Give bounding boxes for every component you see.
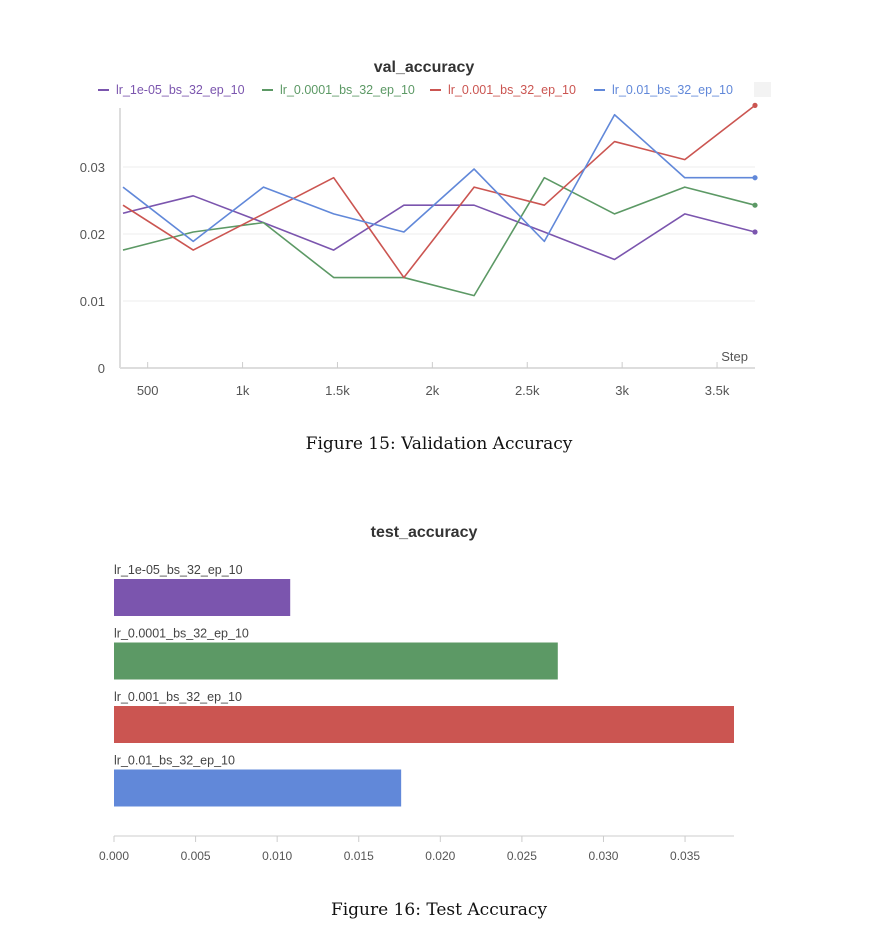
bar-label: lr_0.0001_bs_32_ep_10 (114, 627, 249, 641)
bar (114, 769, 402, 807)
bar (114, 706, 734, 743)
x-tick-label: 1k (236, 383, 250, 398)
series-end-point (752, 202, 758, 208)
figure-16-caption: Figure 16: Test Accuracy (330, 900, 548, 920)
x-tick-label: 0.020 (425, 849, 455, 863)
x-tick-label: 3k (615, 383, 629, 398)
bar-label: lr_0.01_bs_32_ep_10 (114, 754, 235, 768)
series-line (122, 113, 755, 243)
x-tick-label: 2.5k (515, 383, 540, 398)
series-line (122, 195, 756, 261)
legend-label: lr_0.0001_bs_32_ep_10 (280, 83, 415, 97)
figure-15-caption: Figure 15: Validation Accuracy (305, 434, 573, 454)
chart-title: test_accuracy (371, 524, 478, 541)
x-axis-label: Step (721, 349, 748, 364)
legend-label: lr_1e-05_bs_32_ep_10 (116, 83, 245, 97)
series-line (122, 176, 756, 297)
x-tick-label: 2k (425, 383, 439, 398)
y-tick-label: 0.03 (80, 160, 105, 175)
x-tick-label: 500 (137, 383, 159, 398)
bar (114, 579, 291, 616)
x-tick-label: 3.5k (705, 383, 730, 398)
y-tick-label: 0.01 (80, 294, 105, 309)
series-line (122, 104, 756, 279)
x-tick-label: 0.005 (181, 849, 211, 863)
x-tick-label: 0.010 (262, 849, 292, 863)
y-tick-label: 0 (98, 361, 105, 376)
x-tick-label: 0.000 (99, 849, 129, 863)
legend-label: lr_0.01_bs_32_ep_10 (612, 83, 733, 97)
bar-label: lr_0.001_bs_32_ep_10 (114, 690, 242, 704)
bar (114, 642, 558, 680)
legend-label: lr_0.001_bs_32_ep_10 (448, 83, 576, 97)
x-tick-label: 0.030 (588, 849, 618, 863)
series-end-point (752, 102, 758, 108)
series-end-point (752, 229, 758, 235)
x-tick-label: 0.025 (507, 849, 537, 863)
bar-label: lr_1e-05_bs_32_ep_10 (114, 563, 243, 577)
legend-more-box (754, 82, 771, 97)
test-accuracy-bar-chart: test_accuracy lr_1e-05_bs_32_ep_10 lr_0.00… (99, 524, 734, 863)
val-accuracy-line-chart: val_accuracy lr_1e-05_bs_32_ep_10 lr_0.000… (80, 59, 771, 398)
x-tick-label: 0.035 (670, 849, 700, 863)
x-tick-label: 0.015 (344, 849, 374, 863)
x-tick-label: 1.5k (325, 383, 350, 398)
series-end-point (752, 175, 758, 181)
y-tick-label: 0.02 (80, 227, 105, 242)
chart-title: val_accuracy (374, 59, 475, 76)
